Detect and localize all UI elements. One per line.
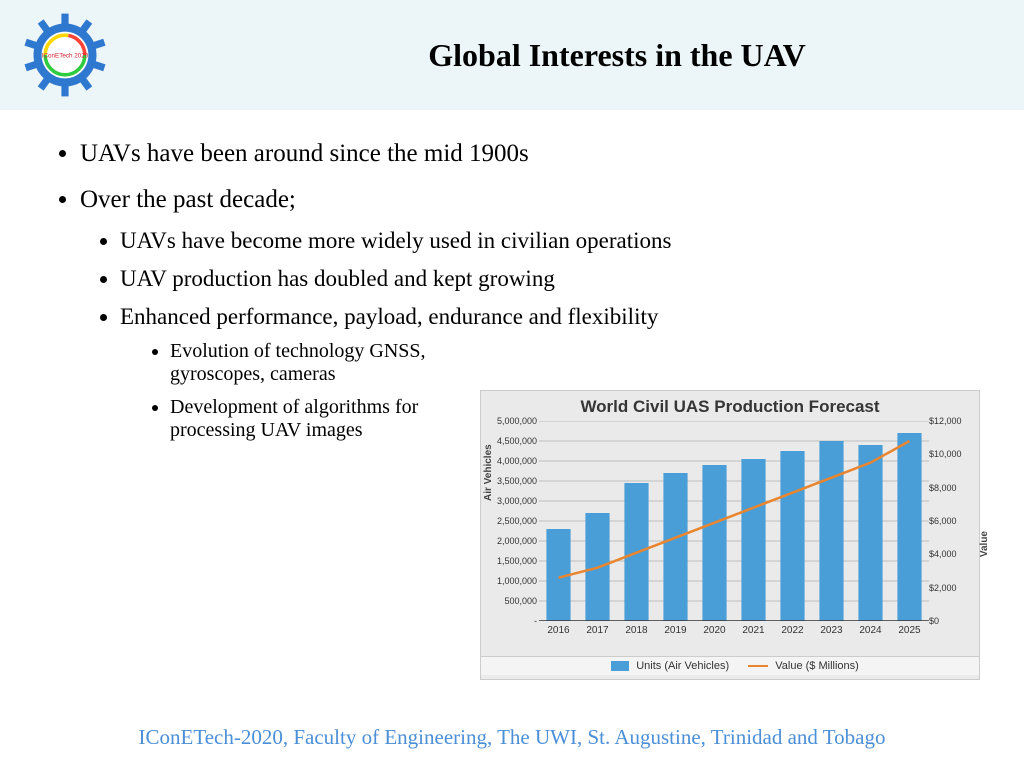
y-tick-left: 5,000,000 xyxy=(493,416,537,426)
y-tick-left: 500,000 xyxy=(493,596,537,606)
bullet-item: Development of algorithms for processing… xyxy=(170,396,450,442)
chart-legend: Units (Air Vehicles) Value ($ Millions) xyxy=(481,656,979,675)
y-tick-right: $8,000 xyxy=(929,483,973,493)
chart-title: World Civil UAS Production Forecast xyxy=(481,391,979,419)
uas-forecast-chart: World Civil UAS Production Forecast Air … xyxy=(480,390,980,680)
y-axis-right-label: Value xyxy=(979,531,990,557)
bullet-item: Evolution of technology GNSS, gyroscopes… xyxy=(170,340,450,386)
bullet-text: Enhanced performance, payload, endurance… xyxy=(120,304,658,329)
x-tick: 2021 xyxy=(735,625,773,636)
x-tick: 2024 xyxy=(852,625,890,636)
bullet-text: Over the past decade; xyxy=(80,186,296,213)
bullet-item: UAV production has doubled and kept grow… xyxy=(120,266,974,292)
x-tick: 2019 xyxy=(657,625,695,636)
x-tick: 2022 xyxy=(774,625,812,636)
bullet-item: UAVs have been around since the mid 1900… xyxy=(80,140,974,168)
y-tick-left: 4,500,000 xyxy=(493,436,537,446)
x-tick: 2025 xyxy=(891,625,929,636)
bullet-item: UAVs have become more widely used in civ… xyxy=(120,228,974,254)
x-tick: 2016 xyxy=(540,625,578,636)
legend-label-bars: Units (Air Vehicles) xyxy=(636,660,729,672)
legend-label-line: Value ($ Millions) xyxy=(775,660,859,672)
conference-logo: IConETech 2020 xyxy=(20,10,110,100)
slide-header: IConETech 2020 Global Interests in the U… xyxy=(0,0,1024,110)
y-tick-right: $2,000 xyxy=(929,583,973,593)
y-axis-left-label: Air Vehicles xyxy=(483,444,494,501)
slide-title: Global Interests in the UAV xyxy=(110,37,1004,74)
x-tick: 2018 xyxy=(618,625,656,636)
y-tick-left: 3,500,000 xyxy=(493,476,537,486)
chart-plot-area xyxy=(539,421,929,621)
x-tick: 2023 xyxy=(813,625,851,636)
y-tick-left: - xyxy=(493,616,537,626)
svg-text:IConETech 2020: IConETech 2020 xyxy=(42,53,89,60)
x-tick: 2017 xyxy=(579,625,617,636)
y-tick-left: 2,000,000 xyxy=(493,536,537,546)
y-tick-right: $4,000 xyxy=(929,549,973,559)
y-tick-left: 4,000,000 xyxy=(493,456,537,466)
y-tick-left: 1,000,000 xyxy=(493,576,537,586)
y-tick-right: $10,000 xyxy=(929,449,973,459)
y-tick-left: 1,500,000 xyxy=(493,556,537,566)
y-tick-right: $12,000 xyxy=(929,416,973,426)
x-tick: 2020 xyxy=(696,625,734,636)
legend-swatch-bars xyxy=(611,661,629,671)
y-tick-right: $6,000 xyxy=(929,516,973,526)
y-tick-left: 3,000,000 xyxy=(493,496,537,506)
y-tick-left: 2,500,000 xyxy=(493,516,537,526)
y-tick-right: $0 xyxy=(929,616,973,626)
legend-swatch-line xyxy=(748,665,768,667)
slide-footer: IConETech-2020, Faculty of Engineering, … xyxy=(0,725,1024,750)
